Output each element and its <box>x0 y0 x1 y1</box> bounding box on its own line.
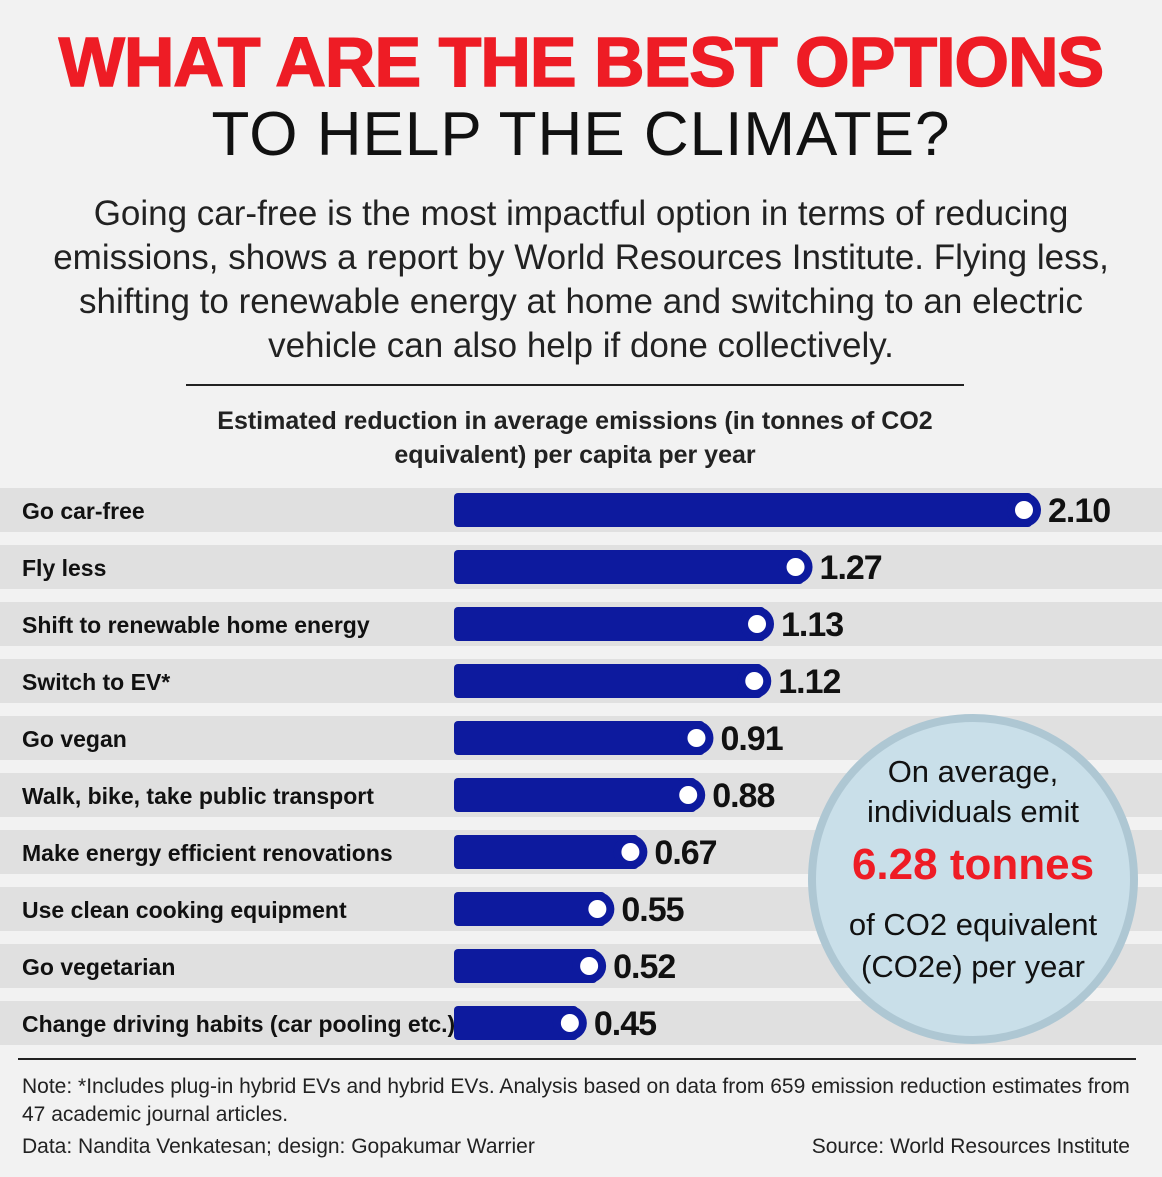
bar-end-dot <box>679 786 698 804</box>
bar-end-dot <box>621 843 640 861</box>
category-label: Fly less <box>22 555 106 581</box>
bar-end-dot <box>687 729 706 747</box>
value-label: 0.88 <box>712 777 774 815</box>
headline-line-1: WHAT ARE THE BEST OPTIONS <box>58 22 1105 102</box>
value-label: 0.91 <box>720 720 782 758</box>
bar <box>454 607 766 641</box>
value-label: 0.55 <box>621 891 683 929</box>
category-label: Switch to EV* <box>22 669 170 695</box>
headline-line-2: TO HELP THE CLIMATE? <box>211 100 951 169</box>
category-label: Go vegetarian <box>22 954 175 980</box>
bar <box>454 778 697 812</box>
bar-end-dot <box>745 672 764 690</box>
bar <box>454 493 1032 527</box>
bar-end-dot <box>560 1014 579 1032</box>
value-label: 2.10 <box>1048 492 1110 530</box>
callout-intro: On average, individuals emit <box>867 754 1079 829</box>
source-line: Source: World Resources Institute <box>811 1135 1130 1158</box>
bar-end-dot <box>786 558 805 576</box>
bar-end-dot <box>748 615 767 633</box>
bar <box>454 1006 578 1040</box>
category-label: Shift to renewable home energy <box>22 612 370 638</box>
bar <box>454 835 639 869</box>
category-label: Use clean cooking equipment <box>22 897 347 923</box>
value-label: 0.45 <box>594 1005 656 1043</box>
bar-end-dot <box>588 900 607 918</box>
bar-end-dot <box>580 957 599 975</box>
footnote: Note: *Includes plug-in hybrid EVs and h… <box>22 1075 1130 1126</box>
callout-outro: of CO2 equivalent (CO2e) per year <box>848 907 1098 984</box>
value-label: 0.67 <box>654 834 716 872</box>
category-label: Walk, bike, take public transport <box>22 783 374 809</box>
bar-end-dot <box>1015 501 1033 519</box>
value-label: 1.12 <box>778 663 840 701</box>
bar <box>454 892 606 926</box>
standfirst: Going car-free is the most impactful opt… <box>53 194 1109 365</box>
value-label: 1.27 <box>820 549 882 587</box>
credit-line: Data: Nandita Venkatesan; design: Gopaku… <box>22 1135 535 1158</box>
bar <box>454 721 705 755</box>
divider-bottom <box>18 1058 1136 1060</box>
category-label: Change driving habits (car pooling etc.) <box>22 1011 455 1037</box>
average-emissions-callout: On average, individuals emit 6.28 tonnes… <box>808 714 1138 1044</box>
bar <box>454 664 763 698</box>
value-label: 0.52 <box>613 948 675 986</box>
category-label: Go vegan <box>22 726 127 752</box>
divider-top <box>186 384 964 386</box>
bar <box>454 550 804 584</box>
chart-title: Estimated reduction in average emissions… <box>217 407 933 469</box>
bar <box>454 949 598 983</box>
value-label: 1.13 <box>781 606 843 644</box>
callout-highlight: 6.28 tonnes <box>851 840 1095 889</box>
category-label: Make energy efficient renovations <box>22 840 393 866</box>
category-label: Go car-free <box>22 498 145 524</box>
